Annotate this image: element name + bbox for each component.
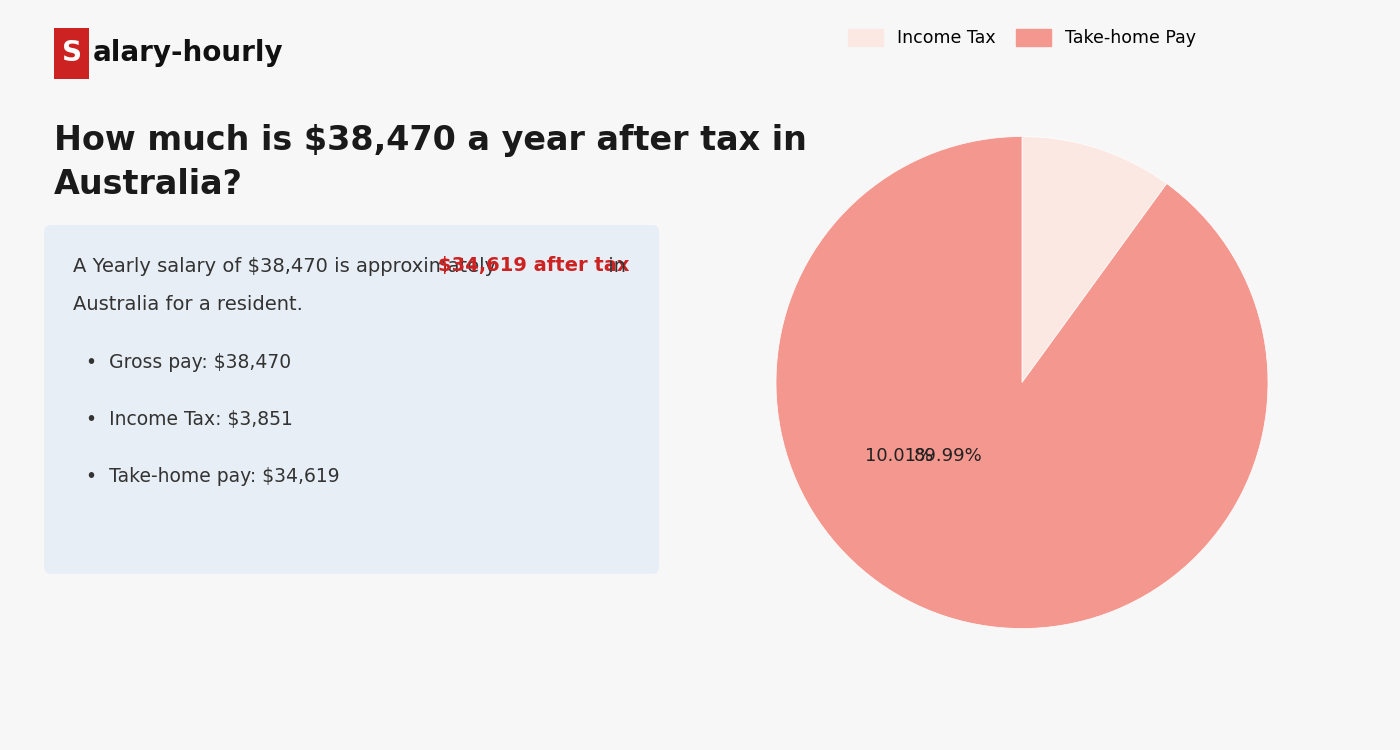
Text: How much is $38,470 a year after tax in
Australia?: How much is $38,470 a year after tax in …	[53, 124, 806, 202]
Wedge shape	[1022, 136, 1166, 382]
Text: 89.99%: 89.99%	[914, 447, 983, 465]
Text: S: S	[62, 39, 81, 68]
Text: $34,619 after tax: $34,619 after tax	[438, 256, 629, 275]
Text: •  Take-home pay: $34,619: • Take-home pay: $34,619	[85, 466, 340, 485]
FancyBboxPatch shape	[45, 225, 659, 574]
Text: A Yearly salary of $38,470 is approximately: A Yearly salary of $38,470 is approximat…	[73, 256, 503, 275]
Text: •  Gross pay: $38,470: • Gross pay: $38,470	[85, 352, 291, 371]
Text: •  Income Tax: $3,851: • Income Tax: $3,851	[85, 410, 293, 428]
Text: Australia for a resident.: Australia for a resident.	[73, 296, 302, 314]
Legend: Income Tax, Take-home Pay: Income Tax, Take-home Pay	[841, 22, 1203, 54]
Text: 10.01%: 10.01%	[865, 447, 932, 465]
Text: in: in	[602, 256, 626, 275]
Text: alary-hourly: alary-hourly	[92, 39, 283, 68]
Wedge shape	[776, 136, 1268, 628]
FancyBboxPatch shape	[53, 28, 90, 79]
